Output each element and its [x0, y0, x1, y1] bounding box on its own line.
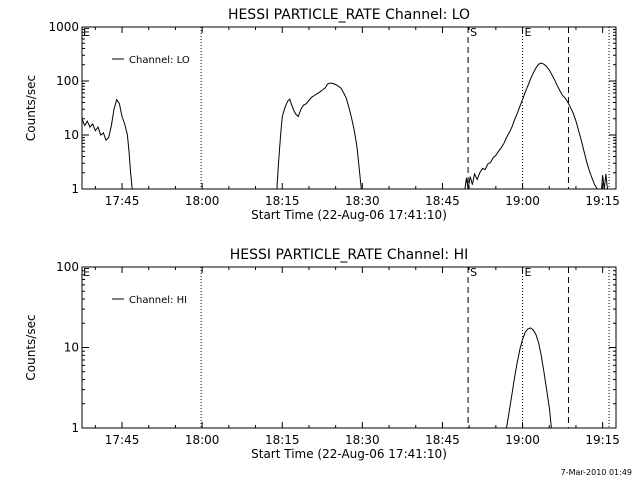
corner-label: E	[83, 26, 90, 39]
x-tick-label: 18:30	[345, 194, 380, 208]
y-tick-label: 10	[64, 128, 79, 142]
x-tick-label: 19:00	[505, 433, 540, 447]
legend-label: Channel: LO	[129, 55, 190, 66]
series-line-segment-1	[506, 327, 552, 429]
panel-1: HESSI PARTICLE_RATE Channel: LO 1 10 100 100…	[24, 7, 620, 222]
series-line-segment-2	[276, 82, 362, 190]
y-tick-label: 1	[71, 182, 79, 196]
x-tick-label: 19:15	[585, 433, 620, 447]
marker-label: E	[525, 266, 532, 279]
timestamp-stamp: 7-Mar-2010 01:49	[560, 468, 632, 477]
x-axis-label: Start Time (22-Aug-06 17:41:10)	[251, 208, 447, 222]
chart-title: HESSI PARTICLE_RATE Channel: LO	[228, 7, 470, 23]
x-tick-label: 18:00	[185, 433, 220, 447]
y-tick-label: 100	[56, 74, 79, 88]
y-tick-label: 1	[71, 421, 79, 435]
y-tick-label: 100	[56, 260, 79, 274]
x-tick-label: 18:45	[425, 194, 460, 208]
x-tick-label: 18:00	[185, 194, 220, 208]
marker-label: E	[525, 26, 532, 39]
legend-label: Channel: HI	[129, 295, 187, 306]
x-tick-label: 19:00	[505, 194, 540, 208]
x-tick-label: 18:45	[425, 433, 460, 447]
x-tick-label: 18:30	[345, 433, 380, 447]
series-line-segment-4	[601, 173, 608, 190]
chart-title: HESSI PARTICLE_RATE Channel: HI	[230, 247, 468, 263]
x-tick-label: 18:15	[265, 194, 300, 208]
x-tick-label: 19:15	[585, 194, 620, 208]
marker-label: S	[470, 266, 477, 279]
plot-frame	[81, 266, 617, 429]
y-axis-label: Counts/sec	[24, 75, 38, 141]
y-tick-label: 10	[64, 341, 79, 355]
y-tick-label: 1000	[48, 20, 79, 34]
x-tick-label: 17:45	[105, 433, 140, 447]
y-axis-label: Counts/sec	[24, 314, 38, 380]
series-line-segment-1	[81, 98, 133, 190]
marker-label: S	[470, 26, 477, 39]
series-line-segment-3	[464, 62, 598, 190]
x-axis-label: Start Time (22-Aug-06 17:41:10)	[251, 447, 447, 461]
panel-2: HESSI PARTICLE_RATE Channel: HI 1 10 100 17:…	[24, 247, 620, 461]
x-tick-label: 17:45	[105, 194, 140, 208]
plot-frame	[81, 26, 617, 190]
x-tick-label: 18:15	[265, 433, 300, 447]
corner-label: E	[83, 266, 90, 279]
